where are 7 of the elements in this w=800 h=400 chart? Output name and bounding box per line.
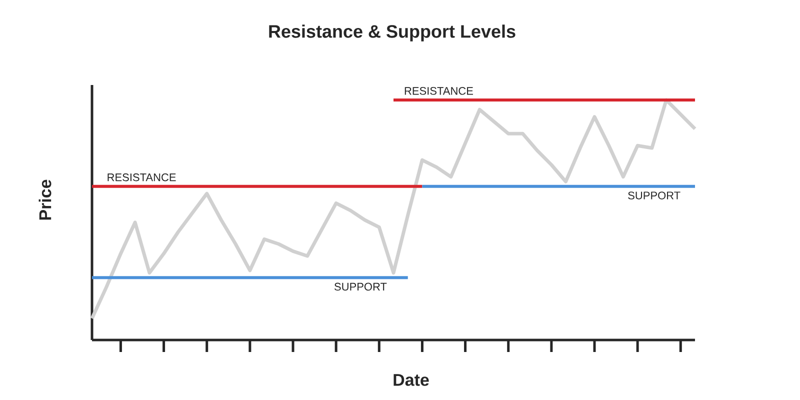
x-axis-title: Date <box>394 374 429 386</box>
y-axis-title: Price <box>38 180 52 220</box>
annotation: SUPPORT <box>334 282 387 291</box>
annotation: RESISTANCE <box>108 173 176 182</box>
text: RESISTANCE <box>404 87 473 95</box>
chart-title: Resistance & Support Levels <box>269 24 516 42</box>
annotation: SUPPORT <box>628 192 680 200</box>
